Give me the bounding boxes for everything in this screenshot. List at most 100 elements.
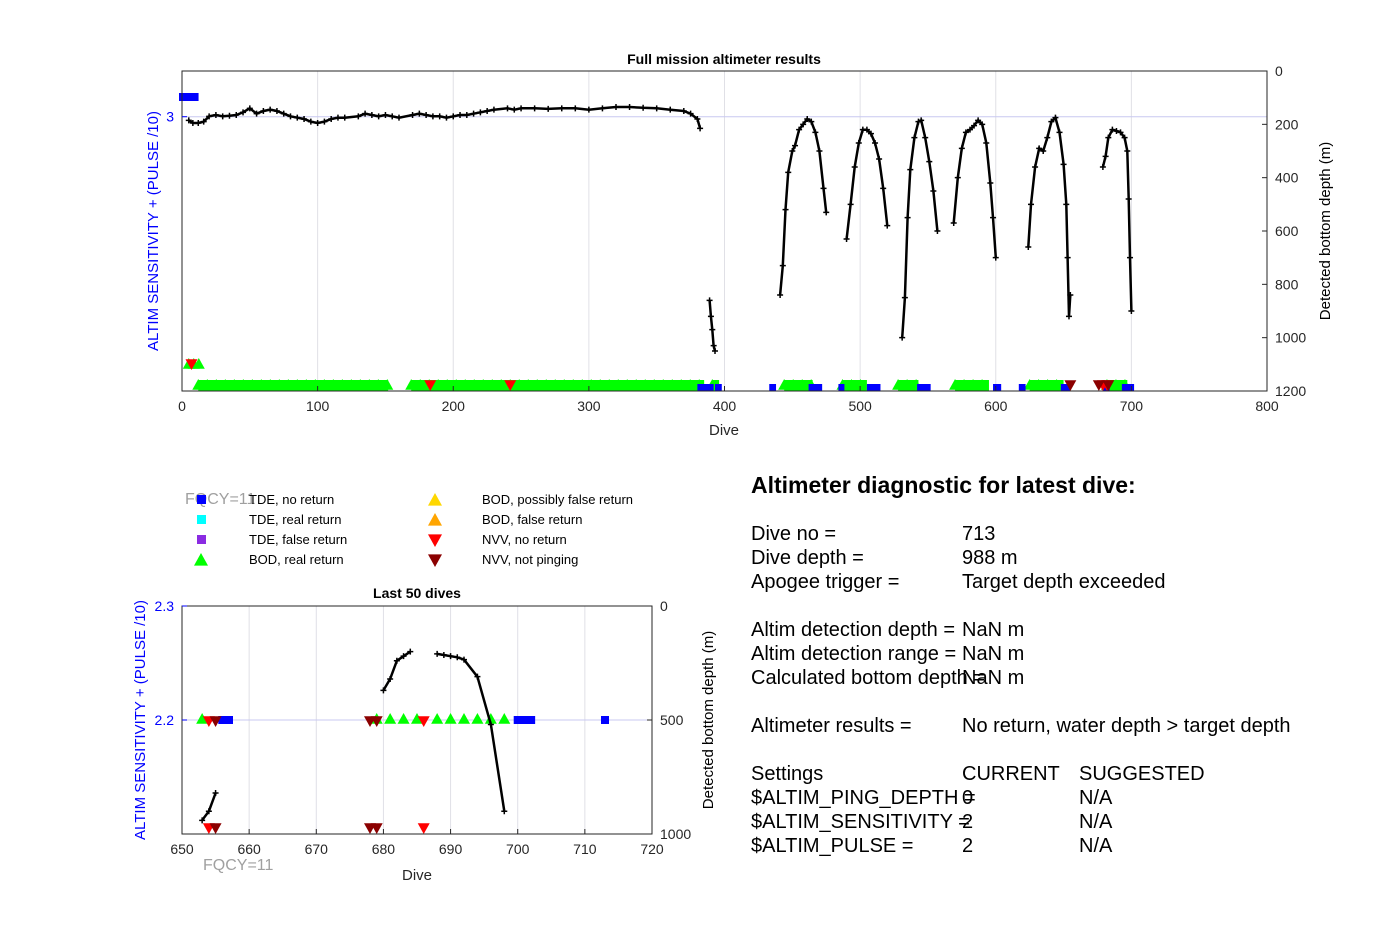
- bod-real-return-mark: [198, 380, 389, 391]
- nvv-no-return-marker: [417, 823, 430, 834]
- y-tick-label-right: 800: [1275, 276, 1299, 292]
- legend-marker-square: [197, 495, 206, 504]
- bottom-depth-point: [992, 254, 999, 261]
- bottom-depth-point: [328, 116, 335, 122]
- bottom-depth-point: [1060, 161, 1067, 168]
- bottom-depth-point: [667, 106, 674, 113]
- bottom-depth-point: [185, 117, 192, 124]
- bottom-depth-point: [189, 120, 196, 126]
- bottom-depth-point: [1063, 201, 1070, 208]
- setting-name-pulse: $ALTIM_PULSE =: [751, 835, 913, 857]
- y-tick-label-right: 200: [1275, 116, 1299, 132]
- diag-value-altimeter-results: No return, water depth > target depth: [962, 715, 1291, 737]
- diag-value-detection-range: NaN m: [962, 643, 1024, 665]
- bod-real-return-marker: [477, 379, 490, 390]
- bottom-depth-line: [1027, 115, 1072, 317]
- legend-item-label: TDE, real return: [249, 512, 341, 527]
- bottom-depth-point: [847, 201, 854, 208]
- bottom-depth-point: [884, 222, 891, 229]
- bottom-depth-point: [1025, 244, 1032, 250]
- bottom-depth-point: [429, 113, 436, 120]
- bottom-depth-point: [470, 110, 477, 117]
- bottom-depth-point: [710, 342, 717, 349]
- tde-no-return-marker: [769, 384, 777, 391]
- bottom-depth-point: [816, 148, 823, 154]
- bod-real-return-marker: [363, 379, 376, 390]
- bod-real-return-marker: [778, 379, 791, 390]
- bottom-depth-point: [341, 114, 348, 121]
- bottom-depth-point: [260, 108, 267, 114]
- bod-real-return-marker: [414, 379, 427, 390]
- bottom-depth-point: [219, 113, 226, 120]
- bottom-depth-point: [1125, 196, 1132, 202]
- x-tick-label: 100: [306, 398, 330, 414]
- bod-real-return-marker: [639, 379, 652, 390]
- bottom-depth-point: [706, 297, 713, 304]
- bottom-depth-point: [572, 105, 579, 112]
- tde-no-return-upper-marker: [179, 93, 199, 101]
- bod-real-return-marker: [666, 379, 679, 390]
- bottom-depth-point: [450, 113, 457, 120]
- bod-real-return-marker: [684, 379, 697, 390]
- bottom-depth-point: [461, 656, 467, 663]
- bottom-depth-point: [800, 121, 807, 128]
- bottom-depth-point: [1124, 148, 1131, 154]
- bottom-depth-point: [389, 113, 396, 120]
- x-tick-label: 800: [1255, 398, 1279, 414]
- x-tick-label: 660: [237, 841, 261, 857]
- top-y-axis-left-label: ALTIM SENSITIVITY + (PULSE /10): [145, 111, 162, 351]
- nvv-not-pinging-marker: [370, 716, 383, 727]
- settings-current-header: CURRENT: [962, 763, 1060, 785]
- bod-real-return-marker: [603, 379, 616, 390]
- diag-label-dive-depth: Dive depth =: [751, 547, 864, 569]
- bottom-depth-point: [599, 105, 606, 112]
- bod-real-return-marker: [549, 379, 562, 390]
- x-tick-label: 720: [640, 841, 664, 857]
- bottom-depth-point: [934, 228, 941, 234]
- bottom-depth-point: [697, 125, 704, 132]
- diag-label-calculated-depth: Calculated bottom depth =: [751, 667, 985, 689]
- y-tick-label-left: 2.3: [155, 598, 175, 614]
- y-tick-label-right: 0: [1275, 63, 1283, 79]
- y-tick-label-right: 600: [1275, 223, 1299, 239]
- legend-marker-triangle: [428, 554, 442, 567]
- bottom-depth-point: [199, 817, 206, 824]
- bod-real-return-marker: [196, 713, 209, 724]
- bod-real-return-marker: [657, 379, 670, 390]
- bottom-depth-point: [423, 112, 430, 118]
- setting-suggested-ping-depth: N/A: [1079, 787, 1113, 809]
- bod-real-return-marker: [458, 713, 470, 724]
- tde-no-return-marker: [225, 716, 233, 724]
- bottom-depth-point: [855, 140, 862, 146]
- setting-suggested-sensitivity: N/A: [1079, 811, 1113, 833]
- setting-name-sensitivity: $ALTIM_SENSITIVITY =: [751, 811, 970, 833]
- bod-real-return-marker: [255, 379, 268, 390]
- bod-real-return-marker: [585, 379, 598, 390]
- bottom-depth-point: [975, 117, 982, 124]
- bod-real-return-marker: [219, 379, 232, 390]
- bod-real-return-marker: [675, 379, 688, 390]
- bottom-depth-point: [777, 292, 784, 298]
- bottom-depth-point: [680, 108, 687, 114]
- bottom-depth-point: [206, 113, 213, 120]
- bottom-depth-point: [820, 185, 827, 192]
- bod-real-return-marker: [1109, 379, 1122, 390]
- diag-label-detection-range: Altim detection range =: [751, 643, 956, 665]
- bod-real-return-marker: [405, 379, 418, 390]
- bottom-depth-point: [987, 180, 994, 186]
- setting-current-ping-depth: 0: [962, 787, 973, 809]
- y-tick-label-right: 400: [1275, 170, 1299, 186]
- bod-real-return-marker: [576, 379, 589, 390]
- bod-real-return-marker: [327, 379, 340, 390]
- bod-real-return-marker: [264, 379, 277, 390]
- bottom-depth-point: [899, 334, 906, 341]
- tde-no-return-marker: [1121, 384, 1135, 391]
- diag-value-detection-depth: NaN m: [962, 619, 1024, 641]
- bod-real-return-marker: [612, 379, 625, 390]
- bottom-depth-point: [246, 105, 253, 112]
- bottom-depth-point: [707, 313, 714, 320]
- bottom-depth-point: [709, 326, 716, 333]
- bod-real-return-marker: [354, 379, 367, 390]
- y-tick-label-right: 500: [660, 712, 684, 728]
- diag-label-detection-depth: Altim detection depth =: [751, 619, 955, 641]
